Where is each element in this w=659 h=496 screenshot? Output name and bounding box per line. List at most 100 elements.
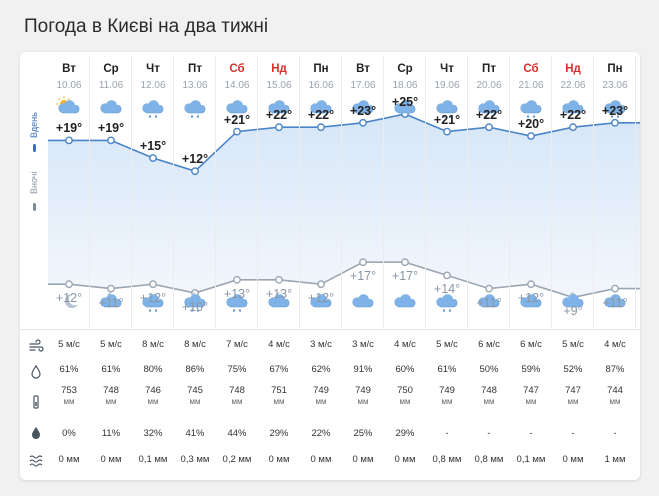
date: 19.06 (434, 80, 460, 91)
cloud-icon (350, 96, 376, 118)
pressure-unit: мм (441, 397, 453, 406)
day-temperature: +22° (265, 108, 293, 123)
night-temperature-line-point (65, 280, 73, 289)
cloud-icon (98, 96, 124, 118)
date: 13.06 (182, 80, 208, 91)
pressure-value: 749 (355, 385, 371, 396)
cloud-icon (308, 290, 334, 312)
pressure: 747 мм (552, 385, 594, 407)
pressure-unit: мм (399, 397, 411, 406)
day-of-week: Нд (565, 63, 581, 75)
date: 16.06 (308, 80, 334, 91)
date: 17.06 (350, 80, 376, 91)
precipitation-amount: 0 мм (268, 454, 290, 465)
pressure: 749 мм (426, 385, 468, 407)
humidity: 61% (437, 364, 457, 375)
precipitation-amount: 0 мм (562, 454, 584, 465)
precipitation-amount-icon (28, 452, 44, 468)
humidity: 62% (311, 364, 331, 375)
pressure-value: 748 (229, 385, 245, 396)
pressure: 751 мм (258, 385, 300, 407)
night-temperature: +17° (391, 269, 419, 284)
day-marker (33, 144, 36, 152)
night-temperature-line-point (233, 275, 241, 284)
pressure-value: 745 (187, 385, 203, 396)
night-temperature-line-point (317, 280, 325, 289)
humidity: 91% (353, 364, 373, 375)
rain-cloud-icon (140, 290, 166, 312)
cloud-icon (476, 290, 502, 312)
rain-cloud-icon (476, 96, 502, 118)
wind-speed: 7 м/с (226, 339, 248, 350)
day-temperature: +12° (181, 152, 209, 167)
day-column[interactable]: Ср 18.06 +25° +17° 4 м/с 60% 750 мм 29% 0 мм (384, 52, 426, 480)
day-temperature-line-point (611, 118, 619, 127)
date: 14.06 (224, 80, 250, 91)
day-column[interactable]: Нд 15.06 +22° +13° 4 м/с 67% 751 мм 29% 0 мм (258, 52, 300, 480)
pressure-value: 753 (61, 385, 77, 396)
precipitation-probability: 25% (353, 428, 373, 439)
temperature-range-area (48, 114, 640, 298)
precipitation-probability: 29% (269, 428, 289, 439)
rain-cloud-icon (518, 96, 544, 118)
day-column[interactable]: Пн 16.06 +22° +12° 3 м/с 62% 749 мм 22% 0 мм (300, 52, 342, 480)
pressure-unit: мм (105, 397, 117, 406)
day-temperature-line-point (443, 127, 451, 136)
pressure-value: 748 (481, 385, 497, 396)
pressure-unit: мм (315, 397, 327, 406)
pressure-unit: мм (525, 397, 537, 406)
pressure-value: 746 (145, 385, 161, 396)
precipitation-probability: - (487, 428, 491, 439)
day-temperature-line-point (233, 127, 241, 136)
precipitation-probability-icon (28, 425, 44, 441)
humidity: 75% (227, 364, 247, 375)
precipitation-amount: 0 мм (58, 454, 80, 465)
date: 18.06 (392, 80, 418, 91)
pressure: 745 мм (174, 385, 216, 407)
day-temperature-line-point (65, 136, 73, 145)
night-temperature: +14° (433, 282, 461, 297)
day-column[interactable]: Чт 12.06 +15° +12° 8 м/с 80% 746 мм 32% 0,1 мм (132, 52, 174, 480)
wind-speed: 8 м/с (142, 339, 164, 350)
side-legend: Вдень Вночі (20, 52, 48, 480)
day-column[interactable]: Вт 10.06 +19° +12° 5 м/с 61% 753 мм 0% 0 мм (48, 52, 90, 480)
pressure: 748 мм (468, 385, 510, 407)
pressure-value: 751 (271, 385, 287, 396)
day-column[interactable]: Нд 22.06 +22° +9° 5 м/с 52% 747 мм - 0 мм (552, 52, 594, 480)
day-column[interactable]: Чт 19.06 +21° +14° 5 м/с 61% 749 мм - 0,8 мм (426, 52, 468, 480)
rain-cloud-icon (182, 96, 208, 118)
night-temperature-line-point (107, 284, 115, 293)
day-column[interactable]: Сб 14.06 +21° +13° 7 м/с 75% 748 мм 44% 0,2 мм (216, 52, 258, 480)
pressure-unit: мм (357, 397, 369, 406)
rain-cloud-icon (140, 96, 166, 118)
humidity: 50% (479, 364, 499, 375)
day-column[interactable]: Пт 13.06 +12° +10° 8 м/с 86% 745 мм 41% 0,3 мм (174, 52, 216, 480)
day-column[interactable]: Пт 20.06 +22° +11° 6 м/с 50% 748 мм - 0,8 мм (468, 52, 510, 480)
day-column[interactable]: Сб 21.06 +20° +12° 6 м/с 59% 747 мм - 0,1 мм (510, 52, 552, 480)
pressure-value: 748 (103, 385, 119, 396)
precipitation-probability: - (571, 428, 575, 439)
day-temperature-line (48, 113, 640, 173)
night-temperature-line-point (527, 280, 535, 289)
precipitation-amount: 0 мм (310, 454, 332, 465)
night-temperature: +11° (602, 295, 628, 310)
day-of-week: Пт (482, 63, 496, 75)
day-of-week: Вт (62, 63, 76, 75)
pressure-unit: мм (189, 397, 201, 406)
forecast-card: Вдень Вночі Вт 10.06 +19° +12° 5 м/с 61% 753 мм… (20, 52, 640, 480)
day-temperature-line-point (149, 154, 157, 162)
night-temperature: +17° (349, 269, 377, 284)
night-label: Вночі (29, 171, 39, 194)
wind-speed: 3 м/с (352, 339, 374, 350)
day-temperature-line-point (317, 123, 325, 132)
day-column[interactable]: Вт 17.06 +23° +17° 3 м/с 91% 749 мм 25% 0 мм (342, 52, 384, 480)
pressure-value: 744 (607, 385, 623, 396)
day-temperature-line-point (191, 167, 199, 176)
day-column[interactable]: Ср 11.06 +19° +11° 5 м/с 61% 748 мм 11% 0 мм (90, 52, 132, 480)
day-temperature-line-point (485, 123, 493, 132)
night-temperature: +10° (181, 300, 209, 314)
pressure-unit: мм (609, 397, 621, 406)
wind-speed: 8 м/с (184, 339, 206, 350)
day-column[interactable]: Пн 23.06 +23° +11° 4 м/с 87% 744 мм - 1 мм (594, 52, 636, 480)
precipitation-amount: 0 мм (100, 454, 122, 465)
